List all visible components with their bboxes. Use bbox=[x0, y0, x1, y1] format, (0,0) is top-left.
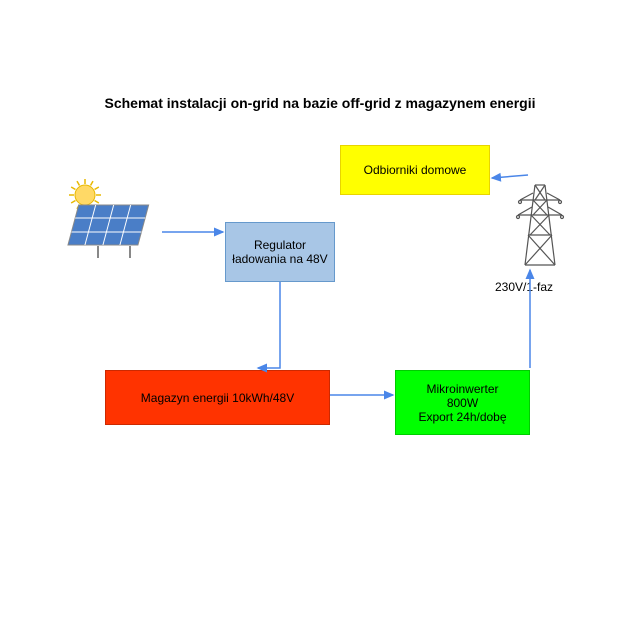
transmission-tower-icon bbox=[510, 175, 570, 275]
node-home-loads: Odbiorniki domowe bbox=[340, 145, 490, 195]
node-charge-controller: Regulator ładowania na 48V bbox=[225, 222, 335, 282]
node-label: Odbiorniki domowe bbox=[364, 163, 467, 177]
node-microinverter: Mikroinwerter 800W Export 24h/dobę bbox=[395, 370, 530, 435]
node-label-line: Export 24h/dobę bbox=[418, 410, 506, 424]
node-label-line: Mikroinwerter bbox=[426, 382, 498, 396]
voltage-label: 230V/1-faz bbox=[495, 280, 553, 294]
node-energy-storage: Magazyn energii 10kWh/48V bbox=[105, 370, 330, 425]
node-label: Regulator ładowania na 48V bbox=[232, 238, 327, 266]
node-label: Magazyn energii 10kWh/48V bbox=[141, 391, 294, 405]
node-label-line: Regulator bbox=[254, 238, 306, 252]
node-label-line: 800W bbox=[447, 396, 478, 410]
diagram-title: Schemat instalacji on-grid na bazie off-… bbox=[105, 95, 536, 111]
node-label-line: ładowania na 48V bbox=[232, 252, 327, 266]
solar-panel-icon bbox=[60, 200, 160, 260]
node-label: Mikroinwerter 800W Export 24h/dobę bbox=[418, 382, 506, 424]
